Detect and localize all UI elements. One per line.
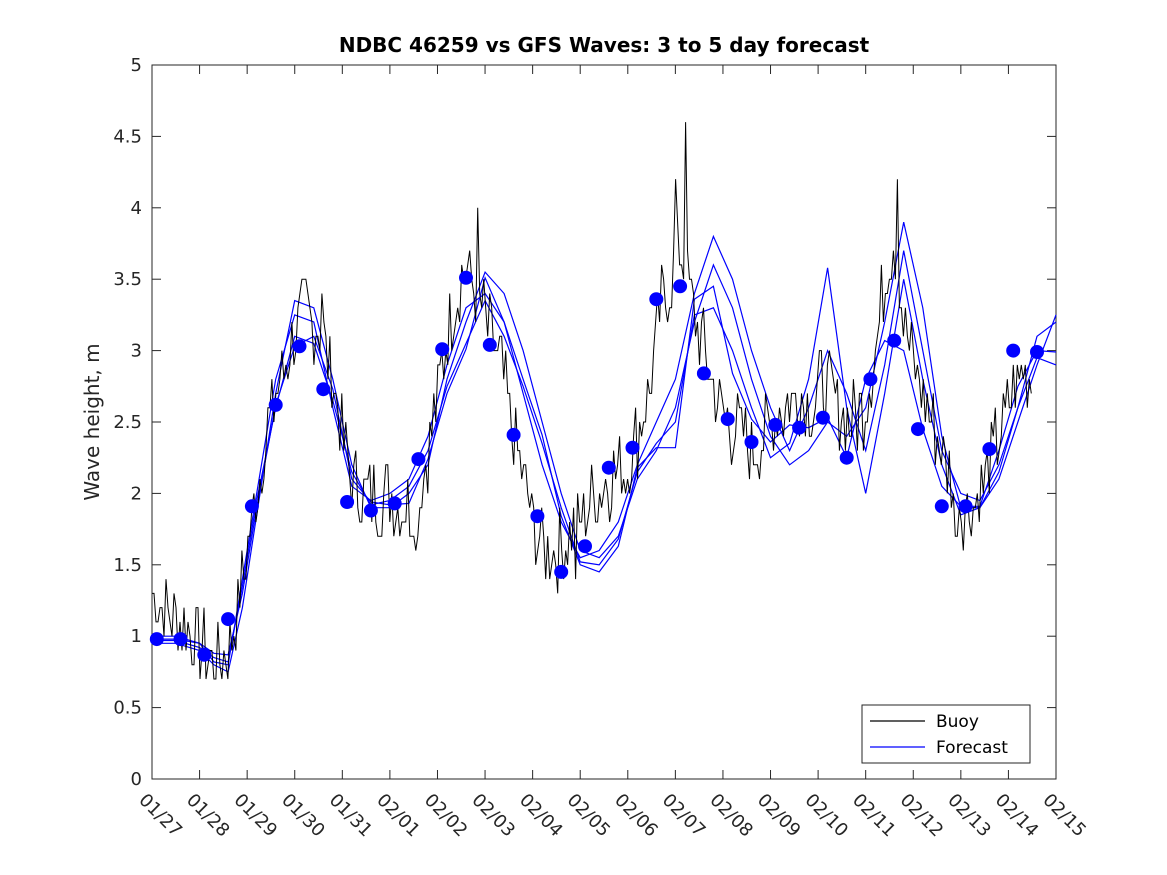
x-tick-label: 01/30 bbox=[277, 790, 329, 842]
forecast-marker bbox=[601, 460, 616, 475]
forecast-marker bbox=[696, 366, 711, 381]
x-tick-label: 02/09 bbox=[753, 790, 805, 842]
y-tick-label: 5 bbox=[131, 55, 142, 76]
forecast-marker bbox=[292, 339, 307, 354]
y-tick-label: 3.5 bbox=[113, 269, 142, 290]
x-tick-label: 02/02 bbox=[420, 790, 472, 842]
forecast-marker bbox=[197, 647, 212, 662]
x-tick-label: 01/28 bbox=[182, 790, 234, 842]
x-tick-label: 02/15 bbox=[1038, 790, 1090, 842]
y-axis-label: Wave height, m bbox=[80, 343, 104, 500]
y-tick-label: 3 bbox=[131, 341, 142, 362]
x-tick-label: 01/31 bbox=[325, 790, 377, 842]
legend-buoy-label: Buoy bbox=[936, 712, 979, 732]
x-tick-label: 02/08 bbox=[705, 790, 757, 842]
y-ticks: 0 0.5 1 1.5 2 2.5 3 3.5 4 4.5 5 bbox=[113, 55, 1056, 790]
y-tick-label: 1 bbox=[131, 626, 142, 647]
y-tick-label: 0.5 bbox=[113, 698, 142, 719]
forecast-marker bbox=[221, 612, 236, 627]
legend-forecast-label: Forecast bbox=[936, 738, 1008, 758]
forecast-marker bbox=[982, 442, 997, 457]
series-layer bbox=[152, 122, 1057, 680]
forecast-marker bbox=[934, 499, 949, 514]
forecast-marker bbox=[673, 279, 688, 294]
x-tick-label: 02/10 bbox=[801, 790, 853, 842]
forecast-marker bbox=[268, 397, 283, 412]
forecast-marker bbox=[530, 509, 545, 524]
forecast-marker bbox=[625, 440, 640, 455]
forecast-marker bbox=[768, 417, 783, 432]
forecast-marker bbox=[958, 499, 973, 514]
forecast-marker bbox=[340, 495, 355, 509]
forecast-marker bbox=[649, 292, 664, 307]
forecast-marker bbox=[482, 337, 497, 352]
forecast-marker bbox=[363, 503, 378, 518]
forecast-marker bbox=[839, 450, 854, 465]
forecast-marker bbox=[815, 410, 830, 425]
marker-layer bbox=[149, 270, 1044, 662]
x-tick-label: 02/06 bbox=[610, 790, 662, 842]
forecast-line-2 bbox=[152, 221, 1057, 673]
x-tick-label: 02/04 bbox=[515, 790, 567, 842]
forecast-marker bbox=[578, 539, 592, 554]
x-tick-label: 02/12 bbox=[896, 790, 948, 842]
buoy-line bbox=[152, 122, 1032, 680]
forecast-marker bbox=[720, 412, 735, 427]
x-tick-label: 02/14 bbox=[991, 790, 1043, 842]
forecast-marker bbox=[316, 382, 331, 397]
y-tick-label: 2.5 bbox=[113, 412, 142, 433]
y-tick-label: 0 bbox=[131, 769, 142, 790]
forecast-marker bbox=[506, 427, 521, 442]
forecast-marker bbox=[792, 420, 807, 435]
forecast-marker bbox=[863, 372, 878, 387]
forecast-marker bbox=[244, 499, 259, 514]
x-tick-label: 02/11 bbox=[848, 790, 900, 842]
x-tick-label: 02/13 bbox=[943, 790, 995, 842]
forecast-marker bbox=[411, 452, 426, 467]
x-tick-label: 02/01 bbox=[372, 790, 424, 842]
x-tick-label: 02/05 bbox=[563, 790, 615, 842]
chart-title: NDBC 46259 vs GFS Waves: 3 to 5 day fore… bbox=[339, 33, 870, 57]
x-tick-label: 01/29 bbox=[230, 790, 282, 842]
y-tick-label: 2 bbox=[131, 483, 142, 504]
forecast-line-3 bbox=[152, 234, 1057, 666]
y-tick-label: 4.5 bbox=[113, 126, 142, 147]
forecast-marker bbox=[459, 270, 473, 285]
legend: Buoy Forecast bbox=[861, 704, 1031, 764]
legend-box bbox=[861, 704, 1031, 764]
forecast-marker bbox=[887, 333, 902, 348]
forecast-marker bbox=[911, 422, 925, 437]
forecast-marker bbox=[1006, 343, 1021, 358]
forecast-marker bbox=[387, 496, 402, 511]
plot-frame bbox=[151, 64, 1057, 780]
forecast-marker bbox=[554, 564, 569, 579]
forecast-marker bbox=[435, 342, 450, 357]
x-tick-label: 02/03 bbox=[468, 790, 520, 842]
x-tick-label: 02/07 bbox=[658, 790, 710, 842]
forecast-marker bbox=[1030, 345, 1044, 359]
y-tick-label: 4 bbox=[131, 198, 142, 219]
forecast-marker bbox=[173, 632, 188, 647]
forecast-marker bbox=[744, 435, 759, 449]
forecast-marker bbox=[149, 632, 164, 647]
forecast-line-4 bbox=[152, 267, 1057, 663]
y-tick-label: 1.5 bbox=[113, 555, 142, 576]
x-tick-label: 01/27 bbox=[134, 790, 186, 842]
